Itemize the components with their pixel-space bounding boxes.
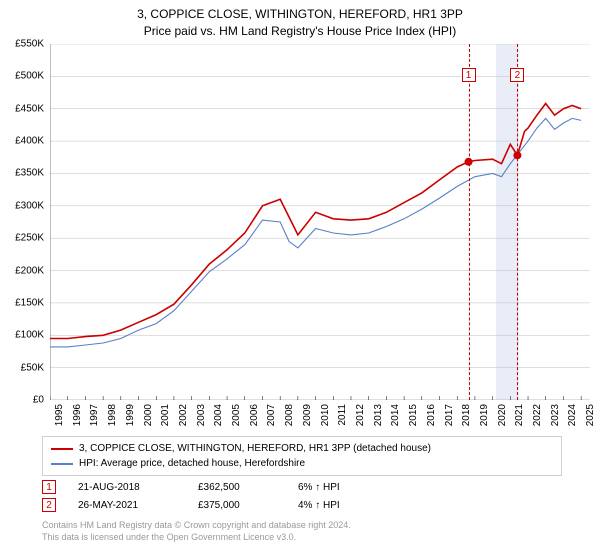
marker-pct: 6% ↑ HPI xyxy=(298,482,408,493)
vline xyxy=(517,44,518,400)
marker-price: £375,000 xyxy=(198,500,298,511)
marker-badge: 2 xyxy=(42,498,56,512)
x-tick-label: 2009 xyxy=(302,404,313,426)
x-tick-label: 2019 xyxy=(479,404,490,426)
series-price_paid xyxy=(50,104,581,339)
title-line-1: 3, COPPICE CLOSE, WITHINGTON, HEREFORD, … xyxy=(0,6,600,23)
x-tick-label: 2004 xyxy=(213,404,224,426)
x-tick-label: 2025 xyxy=(585,404,596,426)
marker-table: 1 21-AUG-2018£362,5006% ↑ HPI 2 26-MAY-2021… xyxy=(42,478,562,514)
marker-row: 1 21-AUG-2018£362,5006% ↑ HPI xyxy=(42,478,562,496)
x-tick-label: 1998 xyxy=(107,404,118,426)
x-tick-label: 1995 xyxy=(54,404,65,426)
x-tick-label: 2005 xyxy=(231,404,242,426)
marker-price: £362,500 xyxy=(198,482,298,493)
x-tick-label: 2012 xyxy=(355,404,366,426)
title-line-2: Price paid vs. HM Land Registry's House … xyxy=(0,23,600,40)
chart-container: 3, COPPICE CLOSE, WITHINGTON, HEREFORD, … xyxy=(0,0,600,560)
x-tick-label: 2010 xyxy=(320,404,331,426)
y-tick-label: £300K xyxy=(15,200,44,211)
series-hpi xyxy=(50,118,581,347)
x-tick-label: 2017 xyxy=(444,404,455,426)
x-axis: 1995 1996 1997 1998 1999 2000 2001 2002 2003 2004… xyxy=(50,402,590,432)
x-tick-label: 2018 xyxy=(461,404,472,426)
x-tick-label: 1996 xyxy=(72,404,83,426)
legend-item: HPI: Average price, detached house, Here… xyxy=(51,456,553,471)
x-tick-label: 2024 xyxy=(567,404,578,426)
marker-row: 2 26-MAY-2021£375,0004% ↑ HPI xyxy=(42,496,562,514)
legend-swatch xyxy=(51,448,73,450)
y-axis: £0£50K£100K£150K£200K£250K£300K£350K£400… xyxy=(0,44,48,400)
y-tick-label: £100K xyxy=(15,330,44,341)
marker-date: 21-AUG-2018 xyxy=(78,482,198,493)
y-tick-label: £400K xyxy=(15,136,44,147)
footer-line-1: Contains HM Land Registry data © Crown c… xyxy=(42,520,351,532)
x-tick-label: 2000 xyxy=(143,404,154,426)
legend-label: 3, COPPICE CLOSE, WITHINGTON, HEREFORD, … xyxy=(79,441,431,456)
x-tick-label: 2013 xyxy=(373,404,384,426)
marker-date: 26-MAY-2021 xyxy=(78,500,198,511)
legend: 3, COPPICE CLOSE, WITHINGTON, HEREFORD, … xyxy=(42,436,562,476)
x-tick-label: 1997 xyxy=(89,404,100,426)
title-block: 3, COPPICE CLOSE, WITHINGTON, HEREFORD, … xyxy=(0,0,600,40)
x-tick-label: 2007 xyxy=(266,404,277,426)
legend-swatch xyxy=(51,463,73,465)
x-tick-label: 2011 xyxy=(337,404,348,426)
x-tick-label: 1999 xyxy=(125,404,136,426)
y-tick-label: £200K xyxy=(15,265,44,276)
y-tick-label: £500K xyxy=(15,71,44,82)
x-tick-label: 2002 xyxy=(178,404,189,426)
x-tick-label: 2023 xyxy=(550,404,561,426)
y-tick-label: £550K xyxy=(15,39,44,50)
x-tick-label: 2016 xyxy=(426,404,437,426)
x-tick-label: 2022 xyxy=(532,404,543,426)
vline xyxy=(469,44,470,400)
y-tick-label: £50K xyxy=(21,362,44,373)
y-tick-label: £350K xyxy=(15,168,44,179)
x-tick-label: 2015 xyxy=(408,404,419,426)
x-tick-label: 2014 xyxy=(390,404,401,426)
marker-pct: 4% ↑ HPI xyxy=(298,500,408,511)
chart-svg xyxy=(50,44,590,400)
footer-line-2: This data is licensed under the Open Gov… xyxy=(42,532,351,544)
y-tick-label: £250K xyxy=(15,233,44,244)
x-tick-label: 2020 xyxy=(497,404,508,426)
y-tick-label: £0 xyxy=(33,395,44,406)
y-tick-label: £150K xyxy=(15,297,44,308)
legend-label: HPI: Average price, detached house, Here… xyxy=(79,456,305,471)
x-tick-label: 2006 xyxy=(249,404,260,426)
plot-area: 12 xyxy=(50,44,590,400)
marker-badge: 1 xyxy=(42,480,56,494)
y-tick-label: £450K xyxy=(15,103,44,114)
x-tick-label: 2021 xyxy=(514,404,525,426)
x-tick-label: 2008 xyxy=(284,404,295,426)
footer: Contains HM Land Registry data © Crown c… xyxy=(42,520,351,543)
x-tick-label: 2001 xyxy=(160,404,171,426)
legend-item: 3, COPPICE CLOSE, WITHINGTON, HEREFORD, … xyxy=(51,441,553,456)
x-tick-label: 2003 xyxy=(196,404,207,426)
